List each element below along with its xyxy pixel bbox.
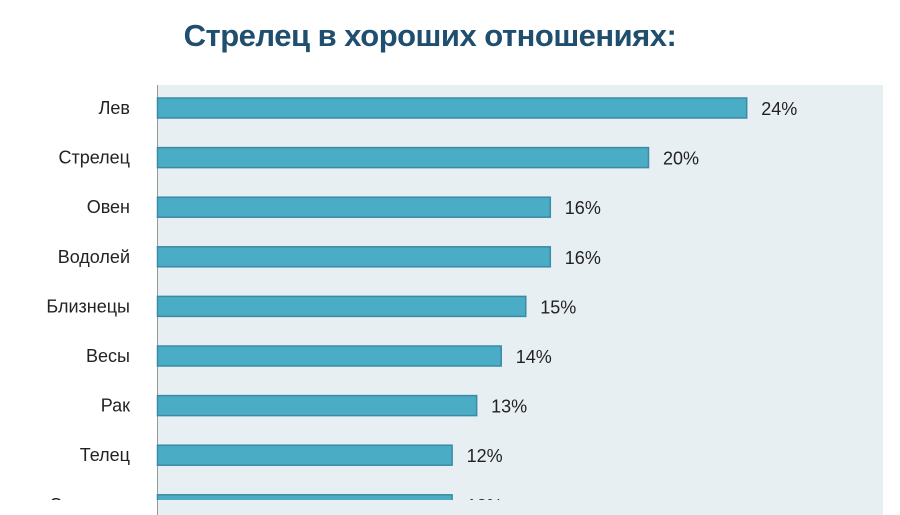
value-label: 20% [663,149,699,169]
bar-6 [156,394,478,417]
category-label: Телец [80,445,130,465]
category-label: Лев [99,98,130,118]
value-label: 14% [516,347,552,367]
category-label: Весы [86,346,130,366]
bar-chart: Лев 24% Стрелец 20% Овен 16% Водолей 16% Близнец… [46,97,797,500]
category-label: Скорпион [49,495,130,500]
bar-1 [156,146,650,169]
value-label: 16% [565,248,601,268]
category-label: Овен [87,197,130,217]
bar-7 [156,444,453,466]
value-label: 15% [540,297,576,317]
category-label: Близнецы [46,296,130,316]
bar-0 [156,97,748,119]
category-label: Водолей [58,247,130,267]
bar-2 [156,196,552,218]
value-label: 12% [467,446,503,466]
value-label: 24% [761,99,797,119]
chart-title: Стрелец в хороших отношениях: [183,18,677,53]
category-label: Рак [101,396,130,416]
value-label: 16% [565,198,601,218]
bar-4 [156,295,527,318]
category-label: Стрелец [59,148,131,168]
bar-3 [156,246,552,268]
value-label: 12% [467,496,503,500]
value-label: 13% [491,397,527,417]
bar-8 [156,494,453,500]
bar-5 [156,345,502,367]
